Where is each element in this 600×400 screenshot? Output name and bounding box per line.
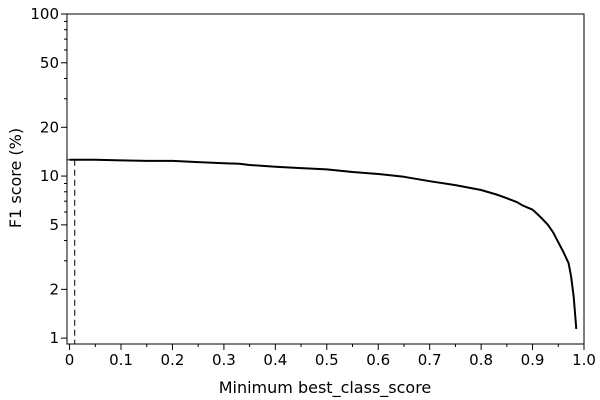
- x-tick-label: 0.3: [212, 351, 236, 369]
- y-tick-label: 2: [49, 280, 59, 298]
- x-tick-label: 0.2: [161, 351, 185, 369]
- x-tick-label: 0: [65, 351, 75, 369]
- x-tick-label: 0.9: [521, 351, 545, 369]
- plot-layer: 0 0.1 0.2 0.3 0.4 0.5 0.6 0.7 0.8 0.9 1.0 1 2 5 10 20 50…: [30, 5, 596, 369]
- x-tick-label: 0.1: [109, 351, 133, 369]
- y-tick-label: 10: [40, 167, 59, 185]
- x-axis-title: Minimum best_class_score: [219, 378, 432, 398]
- series-line: [69, 158, 578, 329]
- y-axis-title: F1 score (%): [6, 128, 25, 228]
- x-tick-label: 0.4: [263, 351, 287, 369]
- plot-frame: [66, 13, 585, 345]
- x-tick-label: 0.6: [366, 351, 390, 369]
- y-tick-label: 5: [49, 216, 59, 234]
- x-tick-label: 0.5: [315, 351, 339, 369]
- x-tick-label: 0.7: [418, 351, 442, 369]
- y-tick-label: 20: [40, 118, 59, 136]
- y-tick-label: 50: [40, 54, 59, 72]
- y-tick-label: 100: [30, 5, 59, 23]
- y-tick-label: 1: [49, 329, 59, 347]
- x-tick-label: 0.8: [469, 351, 493, 369]
- x-tick-label: 1.0: [572, 351, 596, 369]
